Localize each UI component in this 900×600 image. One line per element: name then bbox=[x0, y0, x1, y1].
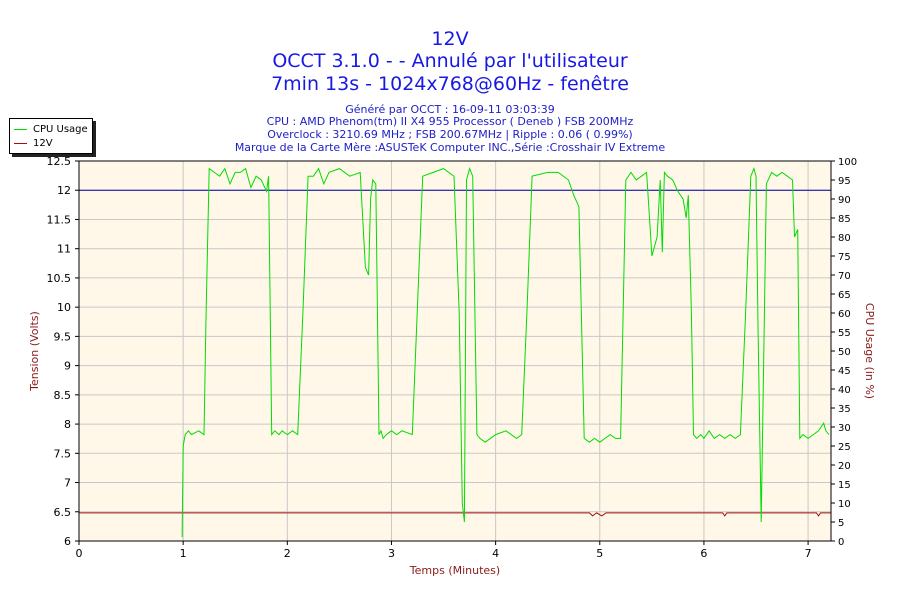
x-tick-label: 1 bbox=[180, 547, 187, 560]
y-tick-label: 6.5 bbox=[54, 506, 72, 519]
y-tick-label: 6 bbox=[64, 535, 71, 548]
y2-tick-label: 85 bbox=[838, 214, 851, 225]
y-tick-label: 9 bbox=[64, 360, 71, 373]
y-axis-label: Tension (Volts) bbox=[28, 311, 41, 392]
y2-tick-label: 40 bbox=[838, 385, 851, 396]
y2-tick-label: 15 bbox=[838, 480, 851, 491]
y2-tick-label: 0 bbox=[838, 537, 844, 548]
chart-title: 12V bbox=[431, 28, 469, 50]
y2-tick-label: 50 bbox=[838, 347, 851, 358]
y-tick-label: 12.5 bbox=[47, 155, 72, 168]
y2-tick-label: 20 bbox=[838, 461, 851, 472]
y-tick-label: 10.5 bbox=[47, 272, 72, 285]
x-tick-label: 0 bbox=[76, 547, 83, 560]
x-tick-label: 5 bbox=[596, 547, 603, 560]
y-tick-label: 10 bbox=[57, 301, 71, 314]
y2-tick-label: 45 bbox=[838, 366, 851, 377]
y2-tick-label: 75 bbox=[838, 252, 851, 263]
chart-subtitle-test: OCCT 3.1.0 - - Annulé par l'utilisateur bbox=[272, 50, 628, 72]
x-tick-label: 4 bbox=[492, 547, 499, 560]
y2-tick-label: 95 bbox=[838, 176, 851, 187]
y-tick-label: 11.5 bbox=[47, 213, 72, 226]
series-line-12v bbox=[79, 512, 831, 517]
info-overclock: Overclock : 3210.69 MHz ; FSB 200.67MHz … bbox=[267, 128, 633, 141]
y-tick-label: 12 bbox=[57, 184, 71, 197]
y2-tick-label: 35 bbox=[838, 404, 851, 415]
y2-tick-label: 90 bbox=[838, 195, 851, 206]
y2-tick-label: 30 bbox=[838, 423, 851, 434]
legend-item-12v: 12V bbox=[14, 136, 53, 150]
legend-swatch-12v bbox=[14, 142, 27, 144]
y2-tick-label: 25 bbox=[838, 442, 851, 453]
y2-tick-label: 60 bbox=[838, 309, 851, 320]
series-line-cpu-usage bbox=[181, 167, 830, 538]
x-axis-label: Temps (Minutes) bbox=[409, 564, 500, 577]
legend-label-12v: 12V bbox=[33, 137, 53, 149]
x-tick-label: 7 bbox=[805, 547, 812, 560]
y2-tick-label: 80 bbox=[838, 233, 851, 244]
y2-tick-label: 100 bbox=[838, 157, 857, 168]
legend-label-cpu-usage: CPU Usage bbox=[33, 123, 88, 135]
y2-tick-label: 55 bbox=[838, 328, 851, 339]
y-tick-label: 11 bbox=[57, 243, 71, 256]
x-tick-label: 6 bbox=[700, 547, 707, 560]
plot-area bbox=[79, 161, 831, 541]
legend-swatch-cpu-usage bbox=[14, 128, 27, 130]
chart-subtitle-duration: 7min 13s - 1024x768@60Hz - fenêtre bbox=[271, 73, 629, 95]
info-cpu: CPU : AMD Phenom(tm) II X4 955 Processor… bbox=[266, 115, 634, 128]
y2-tick-label: 70 bbox=[838, 271, 851, 282]
y2-tick-label: 10 bbox=[838, 499, 851, 510]
info-generated: Généré par OCCT : 16-09-11 03:03:39 bbox=[345, 103, 555, 116]
x-tick-label: 2 bbox=[284, 547, 291, 560]
y2-tick-label: 65 bbox=[838, 290, 851, 301]
info-motherboard: Marque de la Carte Mère :ASUSTeK Compute… bbox=[234, 141, 666, 154]
y2-axis-label: CPU Usage (in %) bbox=[863, 303, 876, 399]
y-tick-label: 7 bbox=[64, 477, 71, 490]
y-tick-label: 9.5 bbox=[54, 330, 72, 343]
y-tick-label: 7.5 bbox=[54, 447, 72, 460]
x-tick-label: 3 bbox=[388, 547, 395, 560]
series-lines bbox=[79, 167, 831, 538]
legend: CPU Usage 12V bbox=[9, 118, 93, 154]
y-tick-label: 8.5 bbox=[54, 389, 72, 402]
y-tick-label: 8 bbox=[64, 418, 71, 431]
legend-item-cpu-usage: CPU Usage bbox=[14, 122, 88, 136]
y2-tick-label: 5 bbox=[838, 518, 844, 529]
